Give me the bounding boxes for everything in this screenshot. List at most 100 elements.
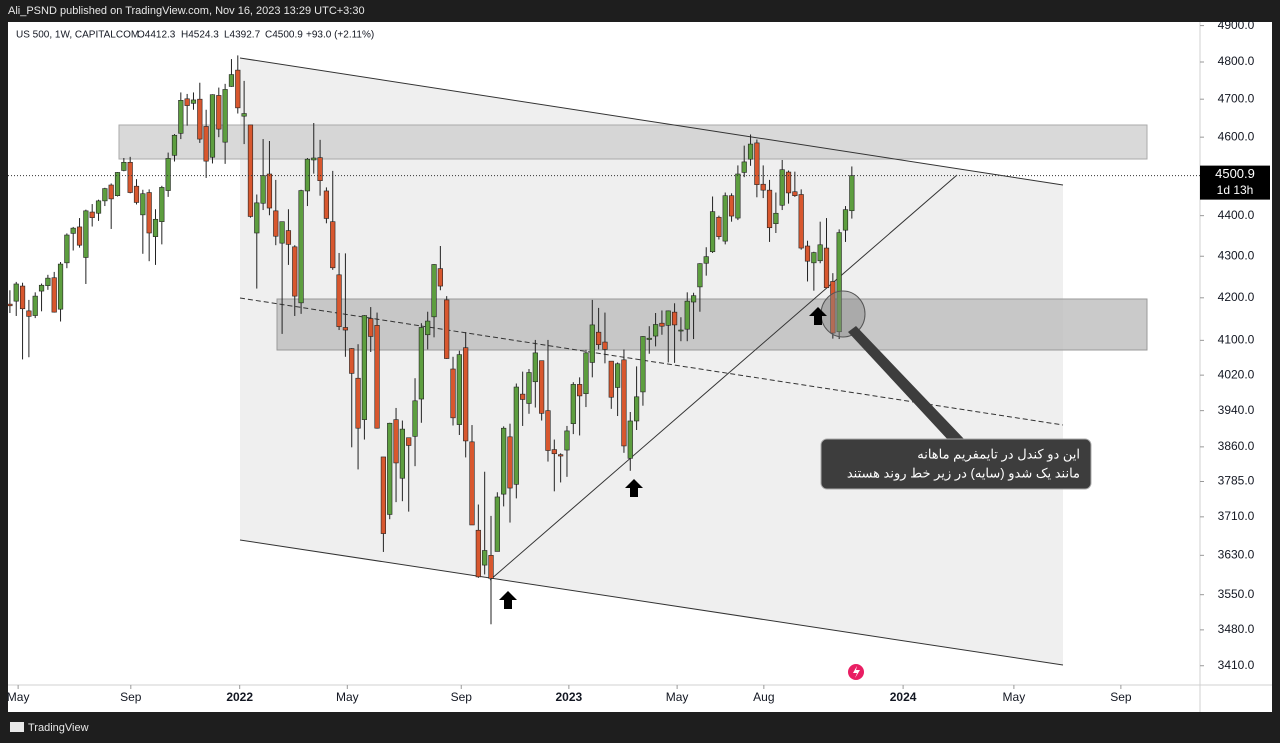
drawings	[118, 57, 1148, 666]
candle-body	[431, 264, 437, 318]
x-tick-label: May	[666, 690, 689, 704]
candle-body	[190, 99, 197, 104]
candle-body	[602, 341, 608, 350]
candle-body	[228, 74, 235, 87]
candle-body	[811, 252, 817, 264]
candle-body	[671, 311, 678, 326]
candle-body	[32, 295, 38, 316]
candle-body	[368, 318, 374, 337]
candle-body	[804, 245, 811, 262]
candle-body	[456, 354, 462, 425]
arrow	[499, 591, 517, 609]
candle-body	[342, 327, 349, 331]
ohlc: C4500.9	[265, 30, 303, 41]
candle-body	[418, 327, 424, 400]
y-tick-label: 3480.0	[1218, 622, 1255, 636]
candle-body	[304, 158, 311, 192]
candle-body	[646, 337, 652, 340]
candle-body	[792, 191, 798, 196]
callout-box	[820, 438, 1092, 490]
candle-body	[513, 386, 519, 485]
candle-body	[178, 100, 184, 134]
candle-body	[64, 234, 70, 264]
candle-body	[254, 202, 260, 234]
candle-body	[76, 226, 83, 246]
candle-body	[355, 377, 361, 429]
logo	[10, 722, 24, 732]
candle-body	[133, 185, 140, 203]
y-tick-label: 3410.0	[1218, 658, 1255, 672]
ohlc: +93.0 (+2.11%)	[306, 30, 374, 41]
candle-body	[51, 277, 57, 313]
candle-body	[463, 347, 469, 442]
candle-body	[570, 384, 576, 424]
candle-body	[798, 194, 804, 249]
last-price: 4500.9	[1215, 166, 1255, 181]
candle-body	[501, 427, 507, 495]
candle-body	[222, 89, 228, 143]
candle-body	[361, 315, 367, 420]
event-icon-bolt	[853, 666, 860, 678]
candle-body	[7, 303, 13, 307]
candle-body	[260, 175, 266, 204]
symbol: US 500, 1W, CAPITALCOM	[16, 30, 139, 41]
y-tick-label: 3785.0	[1218, 474, 1255, 488]
candle-body	[203, 126, 209, 162]
candle-body	[336, 274, 342, 327]
y-tick-label: 4020.0	[1218, 367, 1255, 381]
candle-body	[159, 187, 165, 222]
y-tick-label: 4400.0	[1218, 208, 1255, 222]
candle-body	[323, 190, 330, 219]
candle-body	[13, 283, 19, 302]
candle-body	[596, 331, 602, 345]
candle-body	[70, 227, 76, 234]
candle-body	[114, 172, 121, 196]
candle-body	[747, 143, 754, 160]
x-tick-label: Aug	[753, 690, 774, 704]
candle-body	[779, 169, 785, 206]
ohlc: H4524.3	[181, 30, 219, 41]
candle-body	[532, 352, 538, 383]
y-tick-label: 3860.0	[1218, 439, 1255, 453]
candle-body	[488, 555, 494, 579]
candle-body	[520, 393, 526, 400]
x-tick-label: 2023	[556, 690, 583, 704]
y-tick-label: 3940.0	[1218, 403, 1255, 417]
candle-body	[482, 550, 488, 566]
candle-body	[849, 175, 855, 212]
candle-body	[406, 437, 412, 446]
trendline	[489, 174, 958, 581]
candle-body	[709, 211, 716, 253]
candle-body	[634, 396, 640, 422]
candle-body	[380, 456, 386, 534]
candle-body	[823, 247, 830, 289]
x-tick-label: 2024	[890, 690, 917, 704]
candle-body	[57, 263, 64, 310]
ohlc: L4392.7	[224, 30, 261, 41]
x-tick-label: Sep	[451, 690, 473, 704]
candle-body	[247, 124, 254, 217]
candle-body	[298, 190, 304, 304]
candle-body	[311, 157, 317, 161]
y-tick-label: 4300.0	[1218, 248, 1255, 262]
candle-body	[640, 336, 646, 393]
candle-body	[583, 352, 589, 394]
candle-body	[608, 360, 614, 398]
candles	[7, 55, 855, 625]
candle-body	[140, 193, 146, 216]
channel-top	[239, 57, 1064, 186]
callout-text: مانند یک شدو (سایه) در زیر خط روند هستند	[847, 465, 1080, 481]
x-tick-label: May	[7, 690, 30, 704]
x-tick-label: May	[336, 690, 359, 704]
candle-body	[425, 320, 431, 336]
candle-body	[766, 189, 773, 229]
candle-body	[785, 171, 792, 194]
candle-body	[146, 192, 152, 234]
candle-body	[773, 212, 779, 224]
candle-body	[209, 94, 216, 158]
candle-body	[165, 158, 171, 191]
callout-pointer	[848, 326, 965, 442]
candle-body	[577, 384, 583, 397]
arrow	[809, 307, 827, 325]
